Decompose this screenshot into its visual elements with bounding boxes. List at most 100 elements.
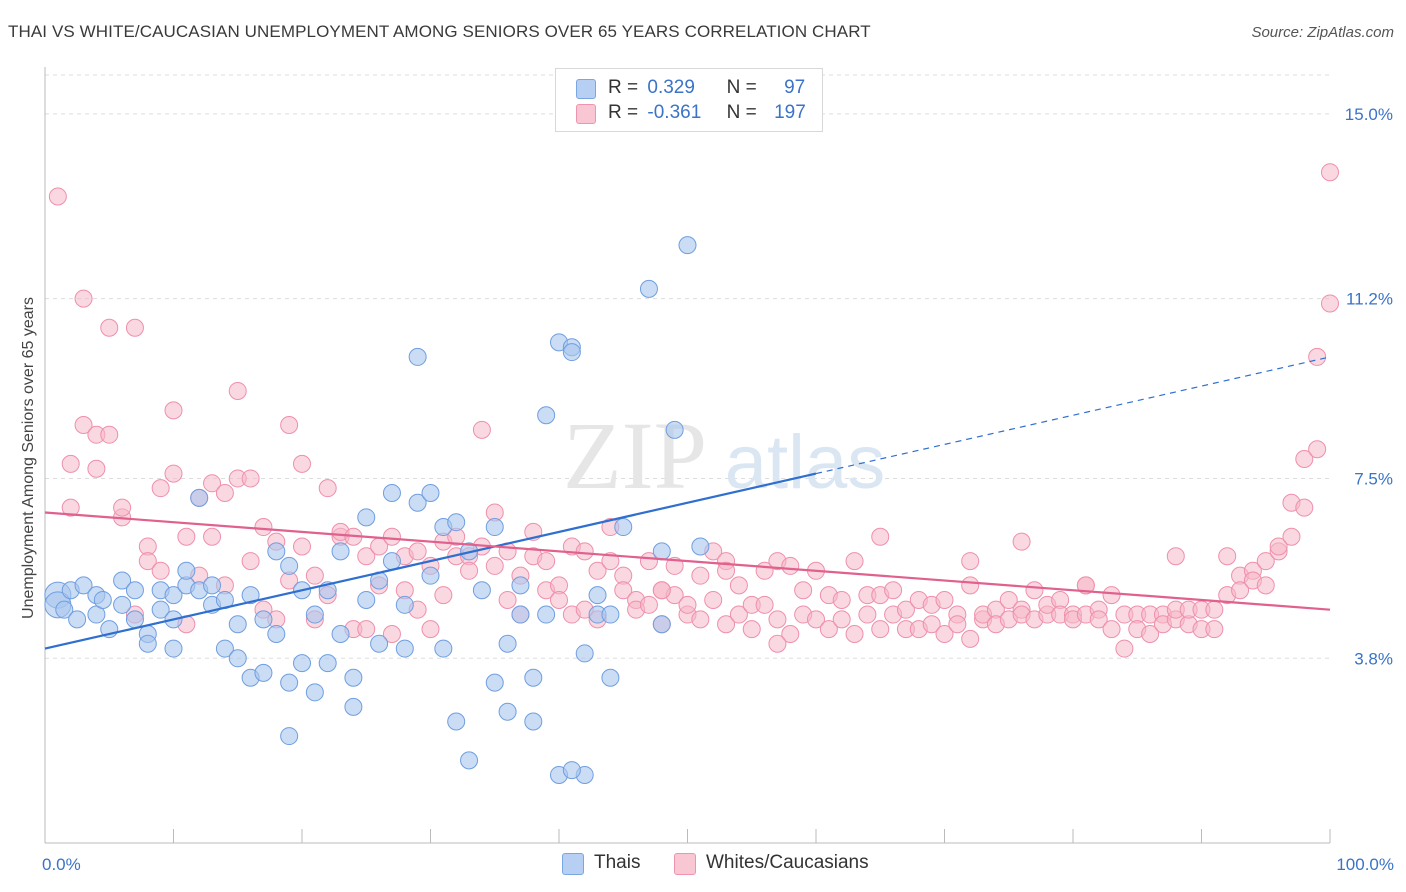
white-point: [61, 454, 80, 473]
white-point: [884, 581, 903, 600]
legend-r-value: -0.361: [647, 102, 702, 123]
legend-r-label: R =: [608, 102, 639, 123]
thai-point: [639, 279, 658, 298]
thai-point: [382, 552, 401, 571]
thai-point: [524, 668, 543, 687]
white-point: [575, 542, 594, 561]
white-point: [1269, 537, 1288, 556]
white-point: [832, 590, 851, 609]
thai-point: [434, 639, 453, 658]
white-point: [871, 527, 890, 546]
white-point: [871, 620, 890, 639]
thai-point: [113, 571, 132, 590]
white-point: [768, 610, 787, 629]
thai-trend-extension: [815, 356, 1331, 475]
thai-point: [190, 488, 209, 507]
legend-text-thai: R = 0.329 N = 97: [608, 77, 805, 99]
white-point: [819, 620, 838, 639]
white-point: [639, 595, 658, 614]
thai-point: [575, 644, 594, 663]
thai-point: [125, 581, 144, 600]
white-point: [550, 590, 568, 609]
y-tick-label: 11.2%: [1346, 290, 1393, 309]
white-point: [1012, 532, 1031, 551]
white-point: [74, 289, 93, 308]
white-point: [1321, 294, 1339, 313]
thai-point: [267, 542, 286, 561]
watermark-zip: ZIP: [563, 402, 707, 509]
thai-point: [408, 493, 427, 512]
y-tick-label: 7.5%: [1354, 469, 1393, 488]
trend-lines: [44, 356, 1331, 650]
legend-r-label: R =: [608, 77, 639, 98]
white-point: [935, 590, 954, 609]
white-point: [305, 566, 324, 585]
thai-trend-line: [44, 472, 817, 650]
white-point: [48, 187, 67, 206]
thai-points: [44, 236, 710, 784]
white-point: [1205, 600, 1224, 619]
white-point: [768, 634, 787, 653]
white-point: [729, 576, 748, 595]
white-point: [794, 581, 813, 600]
white-point: [652, 581, 671, 600]
legend-swatch-thai: [576, 79, 596, 99]
thai-point: [537, 605, 556, 624]
legend-n-value: 97: [784, 77, 806, 98]
y-tick-label: 15.0%: [1345, 105, 1393, 124]
thai-point: [537, 406, 556, 425]
thai-point: [652, 615, 671, 634]
white-point: [1282, 527, 1301, 546]
source-label: Source: ZipAtlas.com: [1251, 24, 1394, 41]
white-point: [935, 624, 954, 643]
white-point: [1218, 547, 1237, 566]
white-point: [203, 474, 222, 493]
thai-point: [228, 615, 247, 634]
thai-point: [447, 712, 466, 731]
thai-point: [113, 595, 132, 614]
white-point: [177, 527, 196, 546]
white-point: [151, 479, 170, 498]
thai-point: [215, 639, 234, 658]
legend-r-value: 0.329: [647, 77, 695, 98]
thai-point: [331, 542, 350, 561]
white-point: [87, 459, 106, 478]
thai-point: [498, 634, 517, 653]
white-point: [845, 624, 864, 643]
thai-point: [55, 600, 74, 619]
white-point: [421, 620, 440, 639]
white-point: [755, 595, 774, 614]
white-point: [922, 615, 941, 634]
white-point: [228, 381, 247, 400]
thai-point: [562, 343, 581, 362]
white-point: [896, 600, 915, 619]
white-point: [999, 590, 1018, 609]
white-point: [1256, 576, 1275, 595]
thai-point: [254, 610, 273, 629]
white-point: [138, 552, 157, 571]
white-point: [280, 415, 299, 434]
white-point: [1256, 552, 1275, 571]
tick-labels: 3.8% 7.5% 11.2% 15.0% 0.0% 100.0%: [42, 105, 1394, 874]
white-point: [100, 425, 119, 444]
white-point: [164, 401, 183, 420]
white-point: [460, 561, 479, 580]
white-point: [434, 586, 453, 605]
white-point: [164, 464, 183, 483]
thai-point: [138, 634, 157, 653]
white-points: [48, 163, 1339, 658]
white-point: [382, 624, 401, 643]
white-point: [961, 576, 980, 595]
white-point: [781, 556, 800, 575]
legend-swatch-white: [576, 104, 596, 124]
white-point: [614, 581, 633, 600]
white-point: [1102, 620, 1121, 639]
thai-point: [254, 663, 273, 682]
thai-point: [357, 590, 376, 609]
white-point: [293, 454, 311, 473]
thai-point: [125, 610, 144, 629]
y-tick-label: 3.8%: [1354, 649, 1393, 668]
white-point: [318, 479, 337, 498]
white-point: [125, 318, 144, 337]
legend-text-white: R = -0.361 N = 197: [608, 102, 806, 124]
